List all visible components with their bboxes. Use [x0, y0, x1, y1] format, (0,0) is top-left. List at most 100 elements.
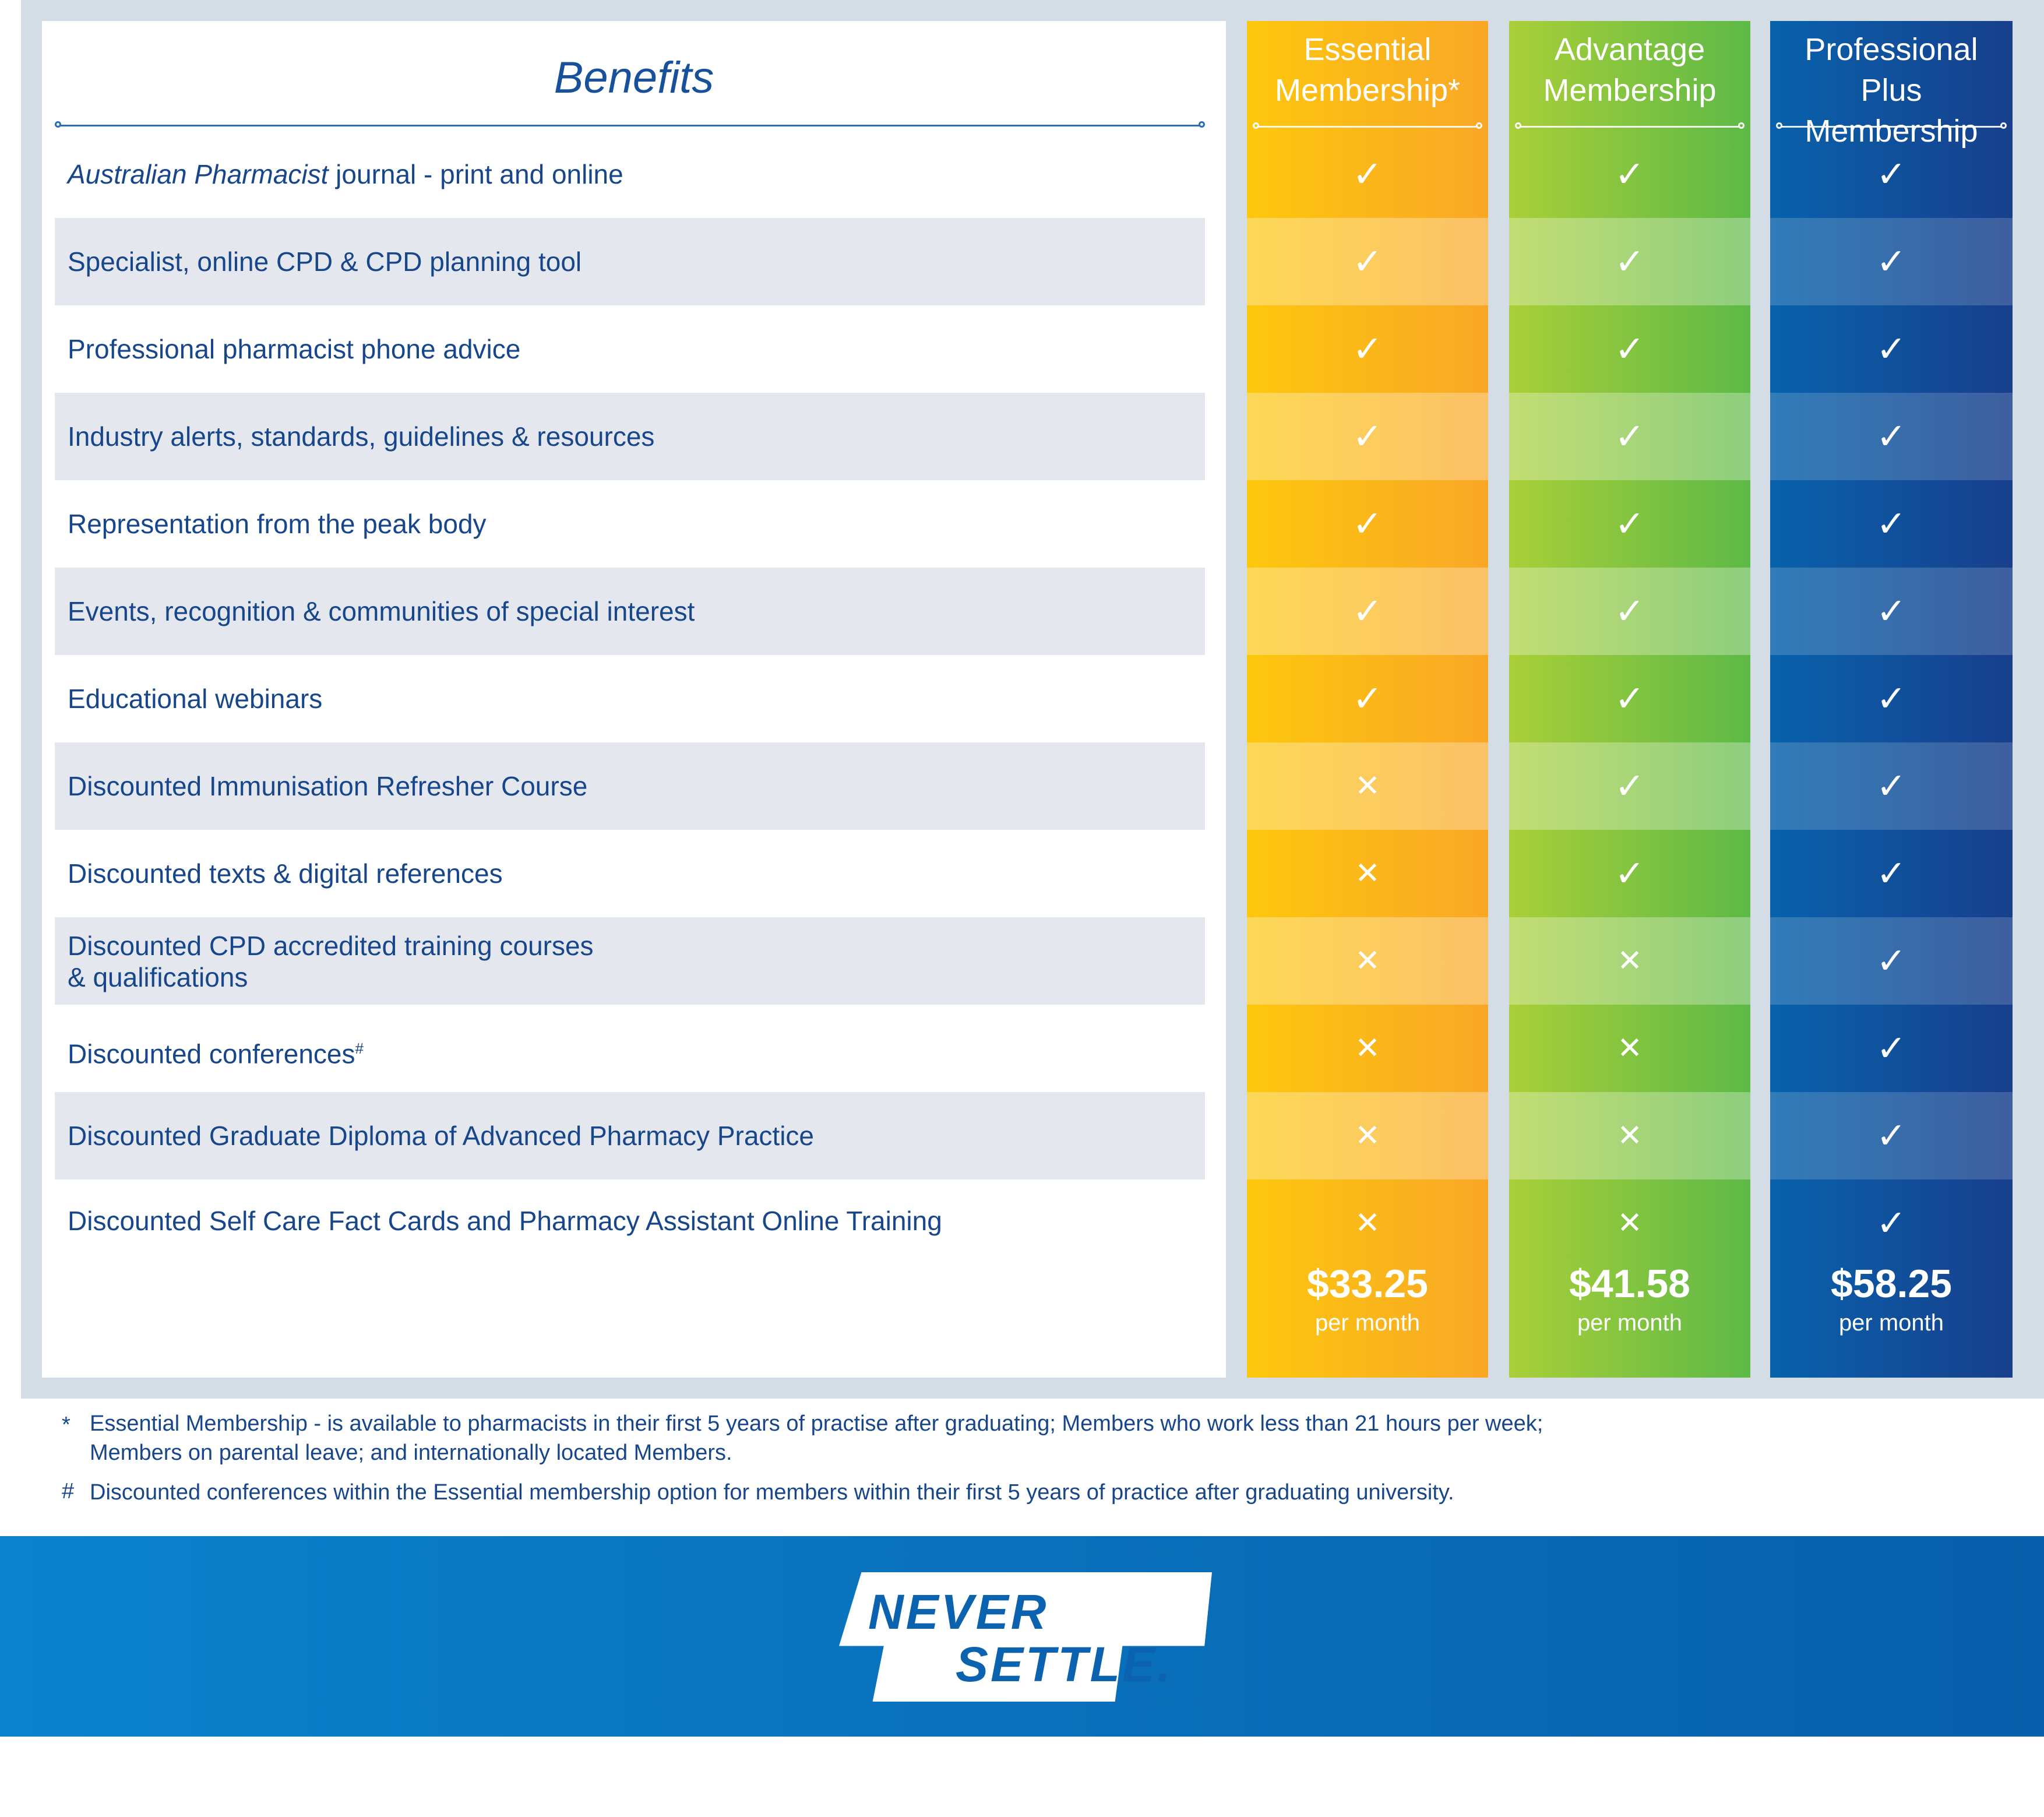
check-icon: ✓: [1615, 677, 1645, 720]
benefit-label: Industry alerts, standards, guidelines &…: [68, 421, 1175, 452]
benefit-label-text: Discounted texts & digital references: [68, 858, 503, 889]
cell-shade: [1509, 917, 1750, 1005]
check-icon: ✓: [1615, 590, 1645, 632]
cross-icon: ✕: [1617, 1206, 1643, 1241]
footnote-hash: Discounted conferences within the Essent…: [90, 1480, 1454, 1505]
benefit-label-text: Discounted Graduate Diploma of Advanced …: [68, 1121, 814, 1151]
cell-shade: [1770, 917, 2013, 1005]
cross-icon: ✕: [1355, 943, 1380, 978]
cross-icon: ✕: [1617, 1118, 1643, 1153]
benefit-label: Representation from the peak body: [68, 508, 1175, 540]
cell-shade: [1770, 218, 2013, 305]
check-icon: ✓: [1615, 852, 1645, 895]
column-title-advantage: Advantage Membership: [1543, 32, 1717, 108]
cell-shade: [1770, 393, 2013, 480]
check-icon: ✓: [1352, 153, 1383, 195]
cross-icon: ✕: [1355, 1031, 1380, 1066]
cell-shade: [1509, 393, 1750, 480]
benefit-label: Discounted texts & digital references: [68, 858, 1175, 889]
cross-icon: ✕: [1355, 1206, 1380, 1241]
benefit-row: [55, 917, 1205, 1005]
cell-shade: [1509, 568, 1750, 655]
column-title-essential: Essential Membership*: [1274, 32, 1461, 108]
benefit-label-text: Specialist, online CPD & CPD planning to…: [68, 247, 582, 277]
benefit-label-text: Discounted CPD accredited training cours…: [68, 931, 594, 961]
cell-shade: [1509, 742, 1750, 830]
check-icon: ✓: [1876, 765, 1906, 807]
cell-shade: [1247, 393, 1488, 480]
check-icon: ✓: [1352, 240, 1383, 283]
check-icon: ✓: [1352, 415, 1383, 457]
price-advantage: $41.58: [1569, 1262, 1690, 1306]
benefit-label-text: Events, recognition & communities of spe…: [68, 596, 695, 626]
check-icon: ✓: [1876, 1027, 1906, 1069]
check-icon: ✓: [1876, 240, 1906, 283]
benefit-label: Specialist, online CPD & CPD planning to…: [68, 246, 1175, 277]
logo-text-settle: SETTLE.: [956, 1637, 1173, 1692]
benefit-label-line2: & qualifications: [68, 962, 248, 992]
column-title-professional-plus: Professional Plus Membership: [1805, 32, 1978, 149]
price-essential: $33.25: [1307, 1262, 1428, 1306]
check-icon: ✓: [1876, 328, 1906, 370]
price-period-professional-plus: per month: [1838, 1310, 1944, 1336]
column-rule-advantage: [1515, 122, 1745, 129]
check-icon: ✓: [1615, 240, 1645, 283]
benefit-label-text: Professional pharmacist phone advice: [68, 334, 521, 364]
benefit-label: Discounted Self Care Fact Cards and Phar…: [68, 1205, 1175, 1237]
benefit-label-text: Discounted Immunisation Refresher Course: [68, 771, 588, 801]
check-icon: ✓: [1352, 677, 1383, 720]
cross-icon: ✕: [1355, 769, 1380, 804]
benefit-footnote-mark: #: [355, 1040, 364, 1057]
benefit-row: [55, 1092, 1205, 1179]
benefit-label: Discounted conferences#: [68, 1033, 1175, 1069]
check-icon: ✓: [1352, 328, 1383, 370]
benefit-label: Events, recognition & communities of spe…: [68, 596, 1175, 627]
benefit-label-text: Educational webinars: [68, 684, 323, 714]
check-icon: ✓: [1352, 502, 1383, 545]
benefit-label-text: Discounted conferences: [68, 1038, 355, 1069]
benefit-row: [55, 742, 1205, 830]
column-rule-essential: [1253, 122, 1482, 129]
logo-text-never: NEVER: [868, 1584, 1049, 1639]
benefits-rule: [55, 121, 1205, 128]
benefit-label-text: journal - print and online: [328, 159, 623, 189]
benefit-row: [55, 393, 1205, 480]
benefit-label-text: Discounted Self Care Fact Cards and Phar…: [68, 1206, 942, 1236]
cell-shade: [1247, 1092, 1488, 1179]
cross-icon: ✕: [1617, 1031, 1643, 1066]
check-icon: ✓: [1615, 765, 1645, 807]
check-icon: ✓: [1876, 502, 1906, 545]
price-period-advantage: per month: [1577, 1310, 1683, 1336]
price-professional-plus: $58.25: [1831, 1262, 1952, 1306]
check-icon: ✓: [1615, 153, 1645, 195]
check-icon: ✓: [1615, 502, 1645, 545]
price-period-essential: per month: [1314, 1310, 1421, 1336]
cell-shade: [1509, 1092, 1750, 1179]
cell-shade: [1247, 218, 1488, 305]
check-icon: ✓: [1615, 415, 1645, 457]
benefit-label-italic: Australian Pharmacist: [68, 159, 329, 189]
check-icon: ✓: [1876, 939, 1906, 982]
footnote-star-line1: Essential Membership - is available to p…: [90, 1411, 1543, 1436]
benefit-row: [55, 568, 1205, 655]
cross-icon: ✕: [1355, 1118, 1380, 1153]
footnote-hash-symbol: #: [62, 1479, 75, 1503]
benefit-label: Discounted CPD accredited training cours…: [68, 930, 1175, 993]
check-icon: ✓: [1352, 590, 1383, 632]
check-icon: ✓: [1876, 153, 1906, 195]
benefit-label-text: Representation from the peak body: [68, 509, 487, 539]
cell-shade: [1770, 568, 2013, 655]
check-icon: ✓: [1876, 1202, 1906, 1244]
cell-shade: [1770, 742, 2013, 830]
cross-icon: ✕: [1355, 856, 1380, 891]
cell-shade: [1247, 742, 1488, 830]
column-advantage: Advantage Membership $41.58 per month ✓ ✓…: [1509, 21, 1750, 1378]
cell-shade: [1247, 568, 1488, 655]
cross-icon: ✕: [1617, 943, 1643, 978]
benefit-label: Professional pharmacist phone advice: [68, 333, 1175, 365]
column-rule-professional-plus: [1776, 122, 2007, 129]
benefit-label: Educational webinars: [68, 683, 1175, 714]
footnote-star-symbol: *: [62, 1413, 71, 1437]
cell-shade: [1770, 1092, 2013, 1179]
cell-shade: [1247, 917, 1488, 1005]
